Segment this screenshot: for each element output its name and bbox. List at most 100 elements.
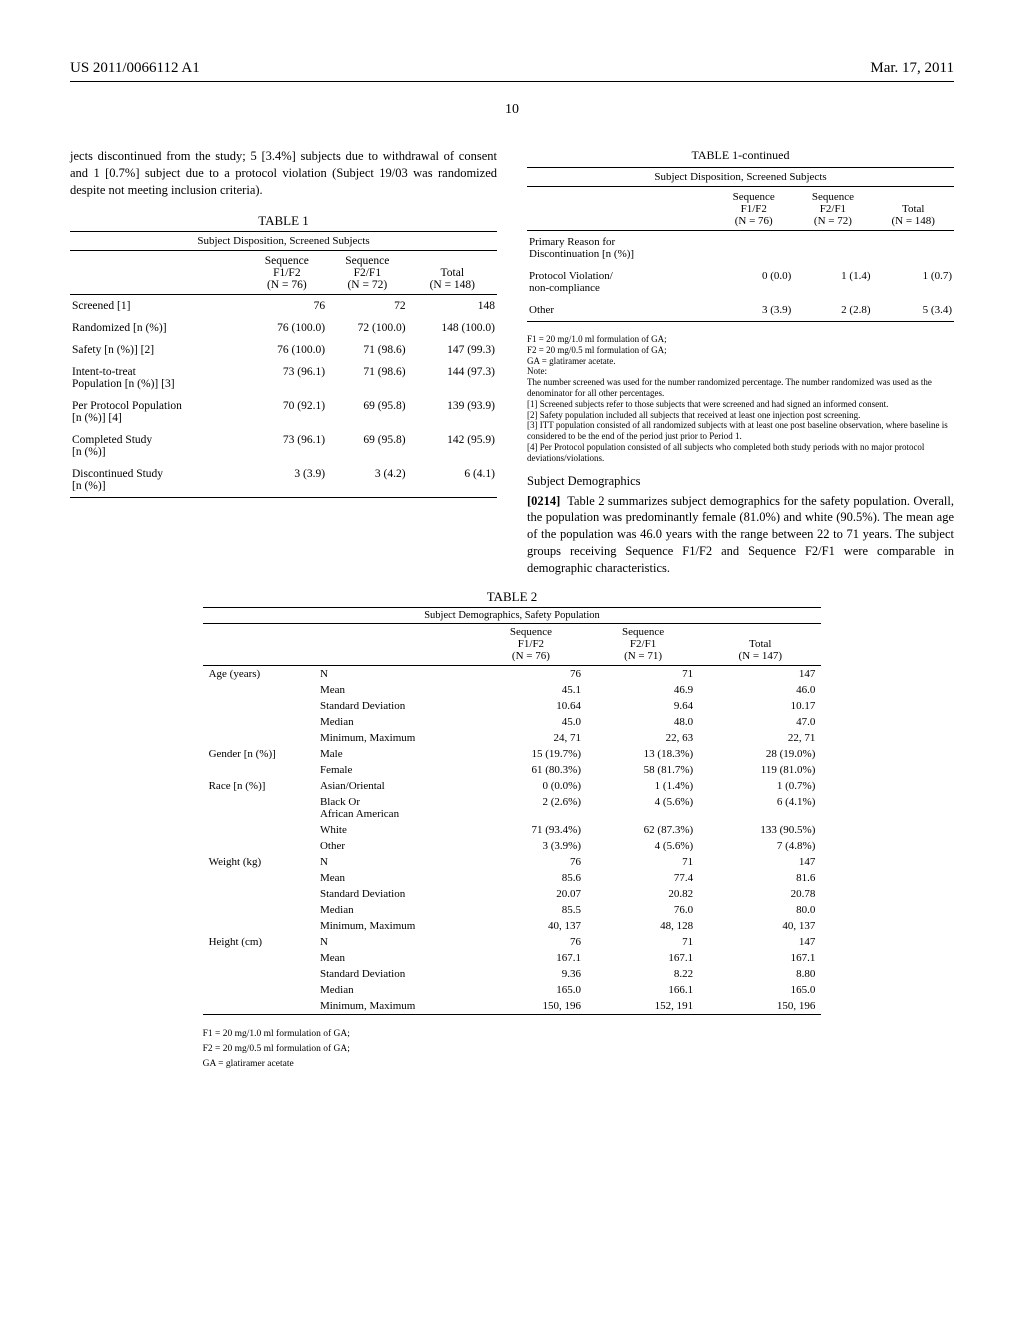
cell-value: 24, 71	[475, 730, 587, 746]
publication-number: US 2011/0066112 A1	[70, 60, 200, 77]
table-row: Race [n (%)]Asian/Oriental0 (0.0%)1 (1.4…	[203, 778, 822, 794]
cell-value: 13 (18.3%)	[587, 746, 699, 762]
table1cont-header-row: Sequence F1/F2 (N = 76) Sequence F2/F1 (…	[527, 187, 954, 231]
cell-value: 72	[327, 294, 408, 317]
group-label	[203, 998, 314, 1015]
table-row: Mean167.1167.1167.1	[203, 950, 822, 966]
table2-caption: TABLE 2	[203, 589, 822, 605]
note-line: F2 = 20 mg/0.5 ml formulation of GA;	[203, 1042, 822, 1057]
table-row: Age (years)N7671147	[203, 665, 822, 682]
cell-value: 9.64	[587, 698, 699, 714]
table-row: Mean45.146.946.0	[203, 682, 822, 698]
table-row: Median165.0166.1165.0	[203, 982, 822, 998]
stat-label: Mean	[314, 870, 475, 886]
cell-value: 46.9	[587, 682, 699, 698]
paragraph-number: [0214]	[527, 494, 560, 508]
stat-label: Female	[314, 762, 475, 778]
cell-value: 119 (81.0%)	[699, 762, 821, 778]
cell-value: 165.0	[475, 982, 587, 998]
stat-label: Asian/Oriental	[314, 778, 475, 794]
cell-value: 85.6	[475, 870, 587, 886]
cell-value: 5 (3.4)	[873, 299, 955, 322]
paragraph-text: Table 2 summarizes subject demographics …	[527, 494, 954, 576]
table-row: Median45.048.047.0	[203, 714, 822, 730]
cell-value: 167.1	[587, 950, 699, 966]
cell-value: 48.0	[587, 714, 699, 730]
cell-value: 45.1	[475, 682, 587, 698]
group-label	[203, 902, 314, 918]
cell-value: 6 (4.1%)	[699, 794, 821, 822]
stat-label: Median	[314, 902, 475, 918]
table1: Subject Disposition, Screened Subjects S…	[70, 231, 497, 506]
cell-value: 48, 128	[587, 918, 699, 934]
stat-label: White	[314, 822, 475, 838]
table2-notes: F1 = 20 mg/1.0 ml formulation of GA;F2 =…	[203, 1027, 822, 1073]
group-label	[203, 682, 314, 698]
cell-value: 62 (87.3%)	[587, 822, 699, 838]
demographics-paragraph: [0214] Table 2 summarizes subject demogr…	[527, 493, 954, 577]
group-label: Gender [n (%)]	[203, 746, 314, 762]
cell-value: 61 (80.3%)	[475, 762, 587, 778]
group-label: Age (years)	[203, 665, 314, 682]
cell-value: 167.1	[475, 950, 587, 966]
cell-value: 20.07	[475, 886, 587, 902]
cell-value: 71 (98.6)	[327, 339, 408, 361]
table2: Subject Demographics, Safety Population …	[203, 607, 822, 1019]
cell-value: 167.1	[699, 950, 821, 966]
table-row: Minimum, Maximum40, 13748, 12840, 137	[203, 918, 822, 934]
table1cont-section-label: Primary Reason for Discontinuation [n (%…	[527, 231, 714, 266]
cell-value: 47.0	[699, 714, 821, 730]
cell-value: 69 (95.8)	[327, 429, 408, 463]
table-row: Randomized [n (%)]76 (100.0)72 (100.0)14…	[70, 317, 497, 339]
group-label: Race [n (%)]	[203, 778, 314, 794]
cell-value: 73 (96.1)	[247, 361, 328, 395]
note-line: GA = glatiramer acetate.	[527, 356, 954, 367]
note-line: F1 = 20 mg/1.0 ml formulation of GA;	[527, 334, 954, 345]
stat-label: N	[314, 934, 475, 950]
table1-continued: Subject Disposition, Screened Subjects S…	[527, 167, 954, 330]
cell-value: 40, 137	[475, 918, 587, 934]
table-row: Mean85.677.481.6	[203, 870, 822, 886]
right-column: TABLE 1-continued Subject Disposition, S…	[527, 148, 954, 577]
table1-subtitle: Subject Disposition, Screened Subjects	[70, 231, 497, 250]
cell-value: 3 (3.9%)	[475, 838, 587, 854]
stat-label: N	[314, 854, 475, 870]
note-line: [4] Per Protocol population consisted of…	[527, 442, 954, 464]
table-row: Female61 (80.3%)58 (81.7%)119 (81.0%)	[203, 762, 822, 778]
cell-value: 46.0	[699, 682, 821, 698]
cell-value: 85.5	[475, 902, 587, 918]
body-columns: jects discontinued from the study; 5 [3.…	[70, 148, 954, 577]
cell-value: 3 (4.2)	[327, 463, 408, 498]
publication-date: Mar. 17, 2011	[870, 60, 954, 77]
group-label	[203, 982, 314, 998]
row-label: Discontinued Study [n (%)]	[70, 463, 247, 498]
row-label: Safety [n (%)] [2]	[70, 339, 247, 361]
stat-label: Median	[314, 982, 475, 998]
row-label: Screened [1]	[70, 294, 247, 317]
table-row: Completed Study [n (%)]73 (96.1)69 (95.8…	[70, 429, 497, 463]
cell-value: 76 (100.0)	[247, 317, 328, 339]
cell-value: 15 (19.7%)	[475, 746, 587, 762]
cell-value: 7 (4.8%)	[699, 838, 821, 854]
cell-value: 8.22	[587, 966, 699, 982]
stat-label: Other	[314, 838, 475, 854]
table-row: Screened [1]7672148	[70, 294, 497, 317]
note-line: [3] ITT population consisted of all rand…	[527, 420, 954, 442]
stat-label: Standard Deviation	[314, 886, 475, 902]
cell-value: 152, 191	[587, 998, 699, 1015]
table1cont-col3: Total (N = 148)	[873, 187, 955, 231]
stat-label: Standard Deviation	[314, 966, 475, 982]
note-line: GA = glatiramer acetate	[203, 1057, 822, 1072]
table-row: Gender [n (%)]Male15 (19.7%)13 (18.3%)28…	[203, 746, 822, 762]
table-row: White71 (93.4%)62 (87.3%)133 (90.5%)	[203, 822, 822, 838]
cell-value: 10.64	[475, 698, 587, 714]
stat-label: Mean	[314, 682, 475, 698]
group-label	[203, 966, 314, 982]
row-label: Randomized [n (%)]	[70, 317, 247, 339]
table-row: Safety [n (%)] [2]76 (100.0)71 (98.6)147…	[70, 339, 497, 361]
stat-label: N	[314, 665, 475, 682]
cell-value: 150, 196	[475, 998, 587, 1015]
group-label	[203, 870, 314, 886]
cell-value: 1 (1.4%)	[587, 778, 699, 794]
cell-value: 70 (92.1)	[247, 395, 328, 429]
